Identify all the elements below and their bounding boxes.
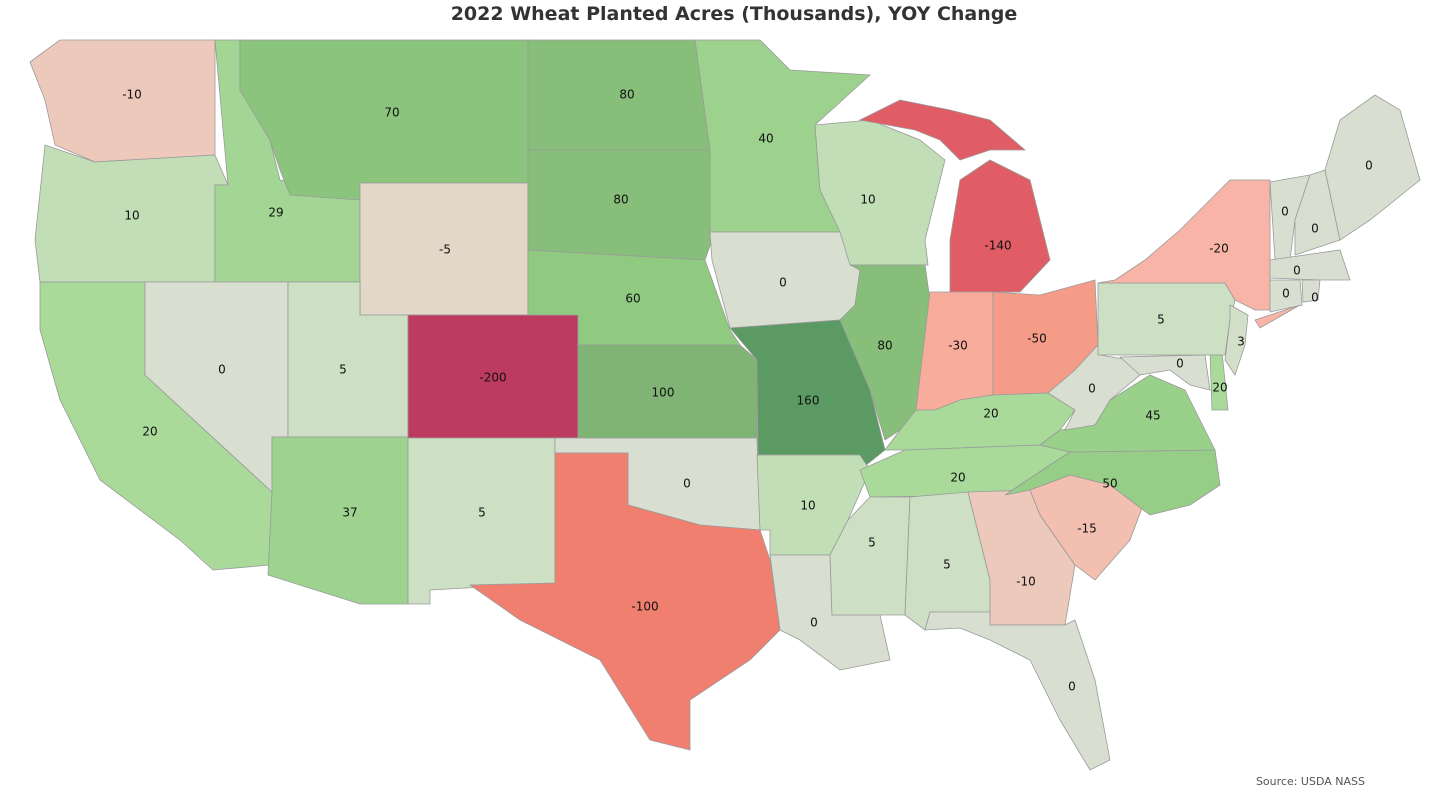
region xyxy=(407,437,556,605)
region-value: -20 xyxy=(1209,242,1229,256)
region-value: -10 xyxy=(122,88,142,102)
region-value: 5 xyxy=(868,536,876,550)
region-value: -10 xyxy=(1016,575,1036,589)
region-value: 80 xyxy=(613,193,628,207)
region-value: 45 xyxy=(1145,409,1160,423)
region-value: -50 xyxy=(1027,332,1047,346)
region xyxy=(239,39,529,201)
region-value: -200 xyxy=(479,371,506,385)
region-value: 0 xyxy=(1293,264,1301,278)
region xyxy=(884,392,1076,451)
region-value: 20 xyxy=(950,471,965,485)
regions xyxy=(29,39,1421,771)
region-value: 0 xyxy=(1282,287,1290,301)
region xyxy=(858,99,1027,161)
region-value: 0 xyxy=(1311,222,1319,236)
region-value: 20 xyxy=(1212,381,1227,395)
region-value: 80 xyxy=(619,88,634,102)
region-value: 70 xyxy=(384,106,399,120)
map-title: 2022 Wheat Planted Acres (Thousands), YO… xyxy=(451,3,1018,25)
region-value: 0 xyxy=(779,276,787,290)
region-value: -100 xyxy=(631,600,658,614)
region-value: 100 xyxy=(652,386,675,400)
region-value: 29 xyxy=(268,206,283,220)
region-value: 37 xyxy=(342,506,357,520)
region-value: 0 xyxy=(683,477,691,491)
region xyxy=(527,149,713,261)
region-value: -5 xyxy=(439,243,451,257)
region xyxy=(1224,304,1249,376)
region xyxy=(1254,304,1301,329)
region-value: 10 xyxy=(800,499,815,513)
region-value: 5 xyxy=(478,506,486,520)
region xyxy=(577,344,758,439)
region-value: 0 xyxy=(1365,159,1373,173)
region xyxy=(1097,282,1236,356)
region-value: -140 xyxy=(984,239,1011,253)
region xyxy=(1269,249,1351,281)
region-value: 0 xyxy=(810,616,818,630)
source-note: Source: USDA NASS xyxy=(1256,775,1365,788)
region xyxy=(839,264,931,441)
region xyxy=(1004,449,1221,516)
region-value: 3 xyxy=(1237,335,1245,349)
region-value: 5 xyxy=(943,558,951,572)
region xyxy=(1324,94,1421,241)
region xyxy=(468,452,781,751)
region xyxy=(1301,279,1321,303)
region-value: -15 xyxy=(1077,522,1097,536)
region-value: 0 xyxy=(1068,680,1076,694)
region xyxy=(829,496,911,616)
region-value: 20 xyxy=(142,425,157,439)
region-value: 10 xyxy=(860,193,875,207)
region-value: 10 xyxy=(124,209,139,223)
region-value: 5 xyxy=(339,363,347,377)
region-value: 0 xyxy=(1176,357,1184,371)
region-value: 60 xyxy=(625,292,640,306)
region-value: -30 xyxy=(948,339,968,353)
region-value: 5 xyxy=(1157,313,1165,327)
region-value: 160 xyxy=(797,394,820,408)
region-value: 40 xyxy=(758,132,773,146)
region xyxy=(1269,279,1303,313)
region xyxy=(949,159,1051,293)
region-value: 0 xyxy=(1311,291,1319,305)
region-value: 0 xyxy=(1281,205,1289,219)
region xyxy=(1269,174,1311,261)
region xyxy=(814,119,946,266)
region xyxy=(924,611,1111,771)
region-value: 0 xyxy=(1088,382,1096,396)
region-value: 80 xyxy=(877,339,892,353)
region-value: 0 xyxy=(218,363,226,377)
region-value: 20 xyxy=(983,407,998,421)
region xyxy=(1294,169,1341,256)
region-value: 50 xyxy=(1102,477,1117,491)
region xyxy=(267,436,409,605)
